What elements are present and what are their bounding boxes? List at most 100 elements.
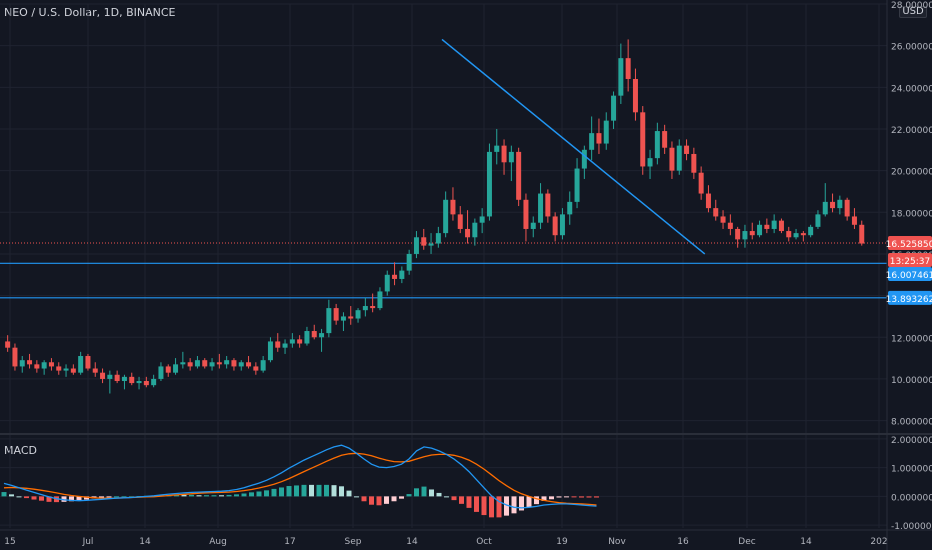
y-tick-label: 8.000000 xyxy=(891,418,932,428)
x-tick-label: 14 xyxy=(800,537,812,547)
candle-body xyxy=(508,151,514,163)
candle-body xyxy=(377,291,383,309)
candle-body xyxy=(705,193,711,209)
candle-body xyxy=(231,360,237,367)
candle-body xyxy=(121,376,127,382)
macd-histogram-bar xyxy=(406,494,412,497)
macd-histogram-bar xyxy=(526,496,532,508)
x-tick-label: Aug xyxy=(209,537,227,547)
candle-body xyxy=(165,366,171,373)
candle-body xyxy=(143,381,149,386)
y-tick-label: 18.000000 xyxy=(891,209,932,219)
macd-histogram-bar xyxy=(1,492,7,497)
macd-histogram-bar xyxy=(369,496,374,505)
candle-body xyxy=(559,214,565,236)
candle-body xyxy=(78,356,84,373)
candle-body xyxy=(180,362,186,365)
candle-body xyxy=(538,193,544,223)
candle-body xyxy=(319,333,325,338)
candle-body xyxy=(479,216,485,223)
y-tick-label: 12.000000 xyxy=(891,334,932,344)
candle-body xyxy=(12,347,18,367)
candle-body xyxy=(844,199,850,217)
candle-body xyxy=(27,360,33,365)
macd-histogram-bar xyxy=(496,496,502,518)
macd-histogram-bar xyxy=(16,496,22,498)
candle-body xyxy=(399,270,405,279)
candle-body xyxy=(19,360,25,367)
candle-body xyxy=(486,151,492,217)
macd-histogram-bar xyxy=(466,496,472,508)
candle-body xyxy=(764,224,770,229)
candle-body xyxy=(435,233,441,244)
price-tag-label: 13.893262 xyxy=(886,295,932,305)
candle-body xyxy=(282,343,288,348)
candle-body xyxy=(501,145,507,163)
candle-body xyxy=(684,145,690,154)
price-tag-bg xyxy=(888,235,932,250)
y-tick-label: 20.000000 xyxy=(891,168,932,178)
candle-body xyxy=(114,374,120,382)
x-tick-label: Oct xyxy=(476,537,492,547)
x-tick-label: Jul xyxy=(82,537,94,547)
price-tag: 13.893262 xyxy=(886,290,932,305)
candle-body xyxy=(837,199,843,209)
macd-histogram-bar xyxy=(121,496,127,498)
candle-body xyxy=(647,158,653,167)
candle-body xyxy=(41,362,47,369)
candle-body xyxy=(209,362,215,367)
candle-body xyxy=(618,58,624,96)
currency-label[interactable]: USD xyxy=(899,6,927,18)
x-tick-label: 16 xyxy=(677,537,689,547)
price-tag-label: 13:25:37 xyxy=(890,257,930,267)
candle-body xyxy=(333,308,339,321)
candle-body xyxy=(611,95,617,121)
candle-body xyxy=(808,226,814,236)
candle-body xyxy=(370,306,376,309)
candle-body xyxy=(355,310,361,319)
macd-histogram-bar xyxy=(564,496,569,498)
macd-indicator-label[interactable]: MACD xyxy=(4,444,37,457)
macd-histogram-bar xyxy=(69,496,74,502)
price-tag-bg xyxy=(888,252,932,267)
candle-body xyxy=(457,214,463,229)
candle-body xyxy=(465,228,471,238)
macd-histogram-bar xyxy=(346,490,352,497)
candle-body xyxy=(5,341,11,348)
x-tick-label: 14 xyxy=(406,537,418,547)
candle-body xyxy=(859,224,865,244)
candle-body xyxy=(304,331,310,344)
macd-histogram-bar xyxy=(474,496,479,512)
candle-body xyxy=(348,316,354,319)
macd-histogram-bar xyxy=(76,496,82,501)
candle-body xyxy=(362,306,368,311)
macd-histogram-bar xyxy=(61,496,67,502)
candle-body xyxy=(516,151,522,200)
price-tag: 13:25:37 xyxy=(888,252,932,267)
candle-body xyxy=(311,331,317,338)
macd-y-tick-label: 1.000000 xyxy=(891,465,932,475)
x-tick-label: 19 xyxy=(556,537,568,547)
candle-body xyxy=(727,222,733,229)
macd-histogram-bar xyxy=(264,490,269,497)
candle-body xyxy=(392,274,398,279)
x-tick-label: 15 xyxy=(4,537,15,547)
candle-body xyxy=(421,237,427,246)
grid xyxy=(0,3,887,528)
candle-body xyxy=(107,374,113,379)
candle-body xyxy=(472,222,478,238)
candle-body xyxy=(691,153,697,173)
macd-histogram-bar xyxy=(594,496,599,498)
macd-histogram-bar xyxy=(286,486,292,497)
candle-body xyxy=(100,372,106,379)
candle-body xyxy=(589,133,595,150)
macd-histogram-bar xyxy=(556,496,562,498)
candle-body xyxy=(450,199,456,215)
candle-body xyxy=(530,222,536,229)
candle-body xyxy=(136,381,142,384)
y-tick-label: 22.000000 xyxy=(891,126,932,136)
macd-histogram-bar xyxy=(459,496,464,504)
macd-histogram-bar xyxy=(361,496,367,502)
